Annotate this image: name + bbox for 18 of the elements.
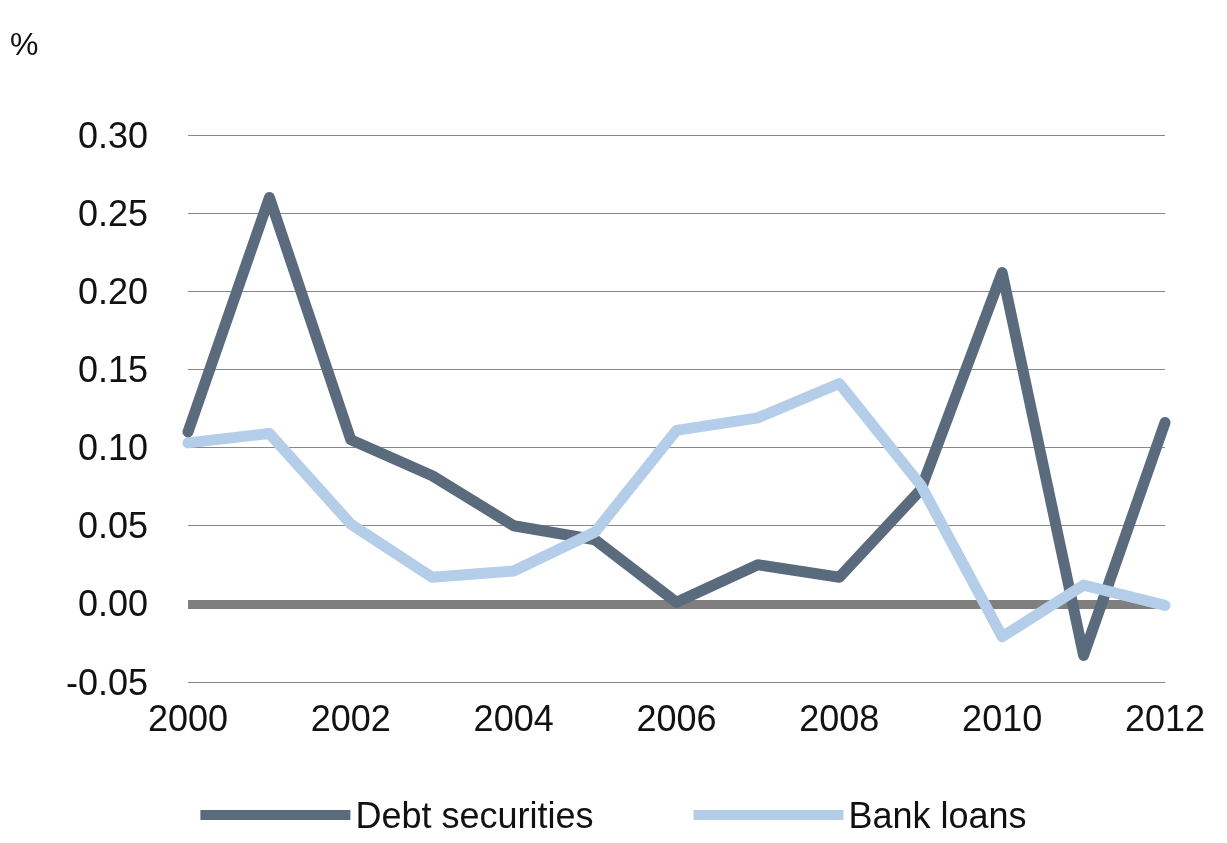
x-tick-label: 2012 <box>1124 697 1206 739</box>
y-tick-label: 0.25 <box>77 192 148 234</box>
y-tick-label: 0.10 <box>77 427 148 469</box>
legend-label: Bank loans <box>848 794 1027 836</box>
y-tick-label: -0.05 <box>65 661 148 703</box>
legend-label: Debt securities <box>355 794 594 836</box>
y-axis-title: % <box>10 26 39 62</box>
x-tick-label: 2008 <box>799 697 880 739</box>
x-tick-label: 2006 <box>636 697 717 739</box>
y-tick-label: 0.30 <box>77 114 148 156</box>
x-tick-label: 2004 <box>473 697 554 739</box>
y-tick-label: 0.15 <box>77 348 148 390</box>
y-tick-label: 0.00 <box>77 583 148 625</box>
x-tick-label: 2002 <box>310 697 391 739</box>
y-tick-label: 0.05 <box>77 505 148 547</box>
x-tick-label: 2000 <box>147 697 229 739</box>
y-tick-label: 0.20 <box>77 270 148 312</box>
x-tick-label: 2010 <box>962 697 1043 739</box>
